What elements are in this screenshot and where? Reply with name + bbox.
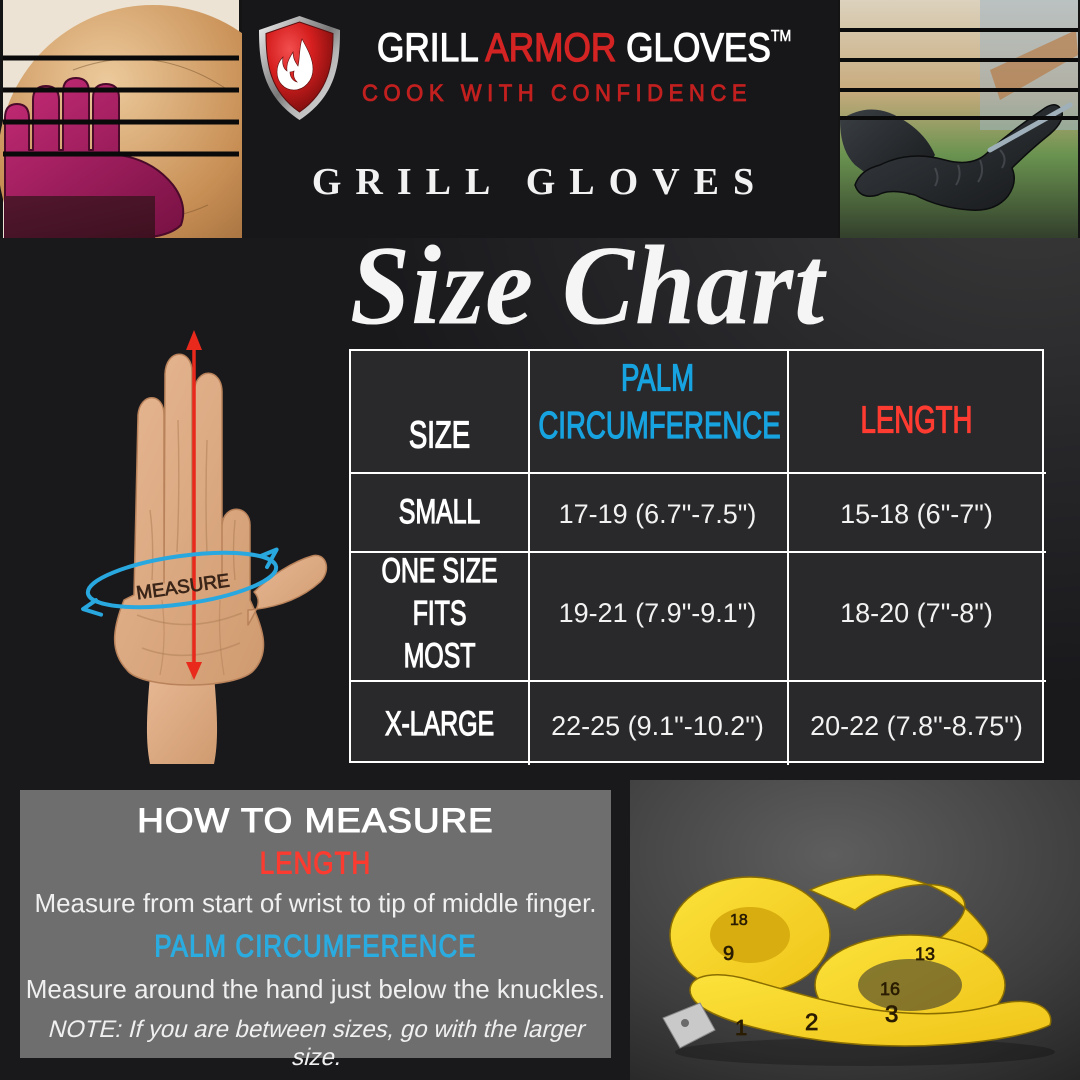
svg-text:3: 3 xyxy=(885,1001,898,1028)
svg-text:13: 13 xyxy=(915,944,935,964)
svg-text:16: 16 xyxy=(880,979,900,999)
svg-text:18: 18 xyxy=(730,912,748,929)
svg-text:9: 9 xyxy=(723,943,734,965)
svg-text:2: 2 xyxy=(805,1009,818,1036)
svg-text:1: 1 xyxy=(735,1015,747,1040)
